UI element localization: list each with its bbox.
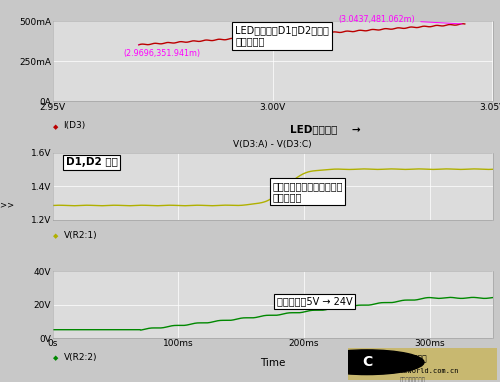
Text: 输入电压：5V → 24V: 输入电压：5V → 24V <box>277 296 352 307</box>
Text: LED中的电压    →: LED中的电压 → <box>290 124 360 134</box>
FancyBboxPatch shape <box>348 348 498 380</box>
Text: (2.9696,351.941m): (2.9696,351.941m) <box>123 45 200 58</box>
Text: ◆: ◆ <box>52 233 58 239</box>
Text: I(D3): I(D3) <box>64 121 86 130</box>
Text: 网罗电子工程世界: 网罗电子工程世界 <box>400 377 426 382</box>
Text: D1,D2 电压: D1,D2 电压 <box>66 157 118 167</box>
Text: V(R2:1): V(R2:1) <box>64 231 97 240</box>
Text: V(D3:A) - V(D3:C): V(D3:A) - V(D3:C) <box>233 140 312 149</box>
Text: LED的电流随D1、D2的电压
变化而变化: LED的电流随D1、D2的电压 变化而变化 <box>235 25 329 47</box>
Text: eeworld.com.cn: eeworld.com.cn <box>400 368 460 374</box>
Text: SEL>>: SEL>> <box>0 201 15 210</box>
Text: Time: Time <box>260 358 285 368</box>
Text: ◆: ◆ <box>52 355 58 361</box>
Text: (3.0437,481.062m): (3.0437,481.062m) <box>338 15 462 24</box>
Circle shape <box>310 350 424 375</box>
Text: C: C <box>362 355 372 369</box>
Text: ◆: ◆ <box>52 124 58 130</box>
Text: V(R2:2): V(R2:2) <box>64 353 97 362</box>
Text: 二极管的电压是变化的，尽
然变化很小: 二极管的电压是变化的，尽 然变化很小 <box>272 181 343 202</box>
Text: 电子工程世界: 电子工程世界 <box>400 354 428 363</box>
